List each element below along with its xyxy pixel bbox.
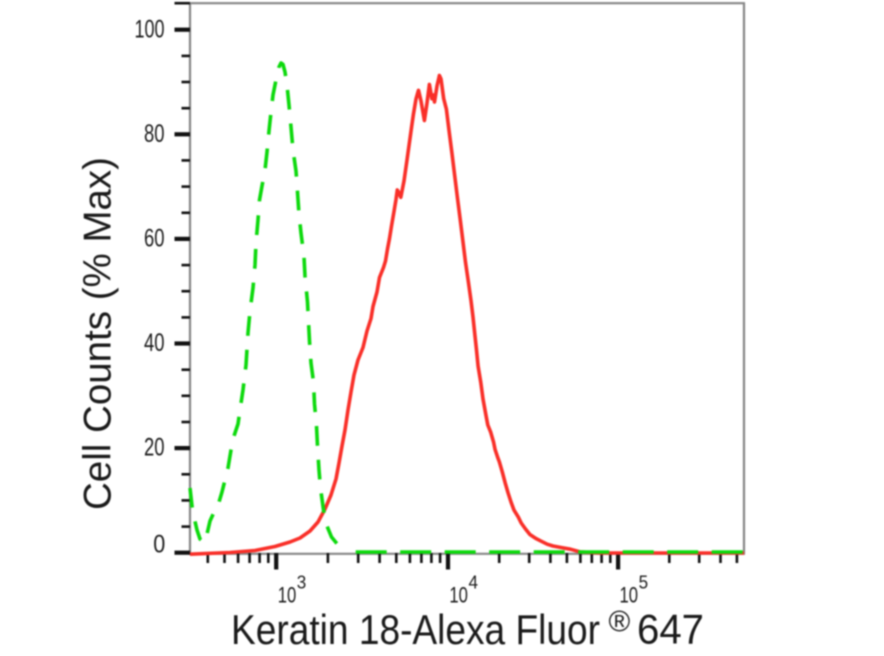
svg-text:60: 60 <box>144 225 165 253</box>
svg-text:Cell Counts (% Max): Cell Counts (% Max) <box>77 157 120 510</box>
svg-text:20: 20 <box>144 434 165 462</box>
svg-text:®: ® <box>609 606 631 639</box>
svg-text:4: 4 <box>469 572 479 592</box>
svg-text:10: 10 <box>278 582 297 607</box>
svg-text:647: 647 <box>637 606 704 653</box>
svg-text:0: 0 <box>153 531 165 559</box>
svg-text:80: 80 <box>144 120 165 148</box>
svg-text:10: 10 <box>620 582 639 607</box>
svg-text:10: 10 <box>449 582 468 607</box>
svg-text:40: 40 <box>144 329 165 357</box>
svg-text:Keratin 18-Alexa Fluor: Keratin 18-Alexa Fluor <box>231 606 600 653</box>
svg-text:5: 5 <box>639 572 649 592</box>
svg-text:100: 100 <box>135 15 165 43</box>
svg-text:3: 3 <box>297 572 307 592</box>
